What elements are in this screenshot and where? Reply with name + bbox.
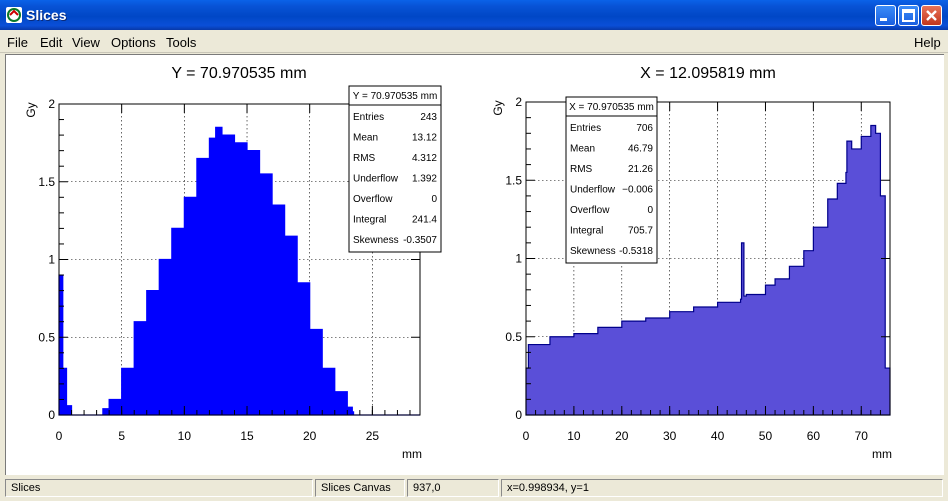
stats-label: Skewness (570, 246, 616, 257)
y-tick-label: 0.5 (505, 330, 522, 344)
stats-label: Skewness (353, 235, 399, 246)
stats-label: Mean (570, 144, 595, 155)
chart-title: Y = 70.970535 mm (171, 65, 306, 82)
x-axis-label: mm (402, 447, 422, 461)
stats-label: Overflow (570, 205, 610, 216)
stats-label: Underflow (353, 174, 399, 185)
stats-value: 1.392 (412, 174, 437, 185)
window-title: Slices (26, 7, 67, 23)
stats-label: Underflow (570, 185, 616, 196)
stats-value: 13.12 (412, 133, 437, 144)
stats-value: 0 (647, 205, 653, 216)
stats-value: 4.312 (412, 153, 437, 164)
menu-edit[interactable]: Edit (40, 35, 63, 50)
stats-header: X = 70.970535 mm (569, 102, 654, 113)
stats-label: Integral (570, 226, 603, 237)
y-tick-label: 2 (515, 95, 522, 109)
status-coordinates: x=0.998934, y=1 (501, 479, 943, 497)
stats-box-frame (565, 96, 658, 264)
x-tick-label: 25 (366, 429, 380, 443)
stats-box-frame (348, 85, 442, 253)
stats-value: -0.5318 (619, 246, 653, 257)
stats-value: 243 (420, 112, 437, 123)
stats-label: Entries (570, 123, 601, 134)
close-icon (926, 10, 937, 21)
stats-label: Overflow (353, 194, 393, 205)
stats-label: Integral (353, 215, 386, 226)
x-tick-label: 0 (56, 429, 63, 443)
maximize-button[interactable] (898, 5, 919, 26)
x-tick-label: 20 (303, 429, 317, 443)
stats-label: Entries (353, 112, 384, 123)
y-tick-label: 0 (48, 408, 55, 422)
stats-value: 0 (431, 194, 437, 205)
maximize-icon (902, 9, 915, 22)
stats-value: 21.26 (628, 164, 653, 175)
slices-canvas[interactable]: Y = 70.970535 mm 0 0.5 1 1.5 2 0 5 10 15 20 25 mm Gy Y… (5, 54, 944, 475)
stats-box: Y = 70.970535 mm Entries 243 Mean 13.12 RMS 4.… (348, 85, 442, 253)
close-button[interactable] (921, 5, 942, 26)
stats-value: 706 (636, 123, 653, 134)
x-tick-label: 60 (807, 429, 821, 443)
window-titlebar[interactable]: Slices (0, 0, 948, 30)
menu-tools[interactable]: Tools (166, 35, 197, 50)
x-tick-label: 10 (178, 429, 192, 443)
stats-value: -0.3507 (403, 235, 437, 246)
x-tick-label: 15 (240, 429, 254, 443)
menu-options[interactable]: Options (111, 35, 156, 50)
x-tick-label: 70 (855, 429, 869, 443)
stats-value: 241.4 (412, 215, 437, 226)
chart-title: X = 12.095819 mm (640, 65, 776, 82)
y-tick-label: 0.5 (38, 330, 55, 344)
stats-box: X = 70.970535 mm Entries 706 Mean 46.79 RMS 21… (565, 96, 658, 264)
stats-header: Y = 70.970535 mm (353, 91, 438, 102)
y-tick-label: 2 (48, 97, 55, 111)
histogram-area (525, 124, 891, 416)
x-tick-label: 40 (711, 429, 725, 443)
status-object: Slices (5, 479, 313, 497)
status-canvas-name: Slices Canvas (315, 479, 405, 497)
stats-value: 705.7 (628, 226, 653, 237)
y-tick-label: 0 (515, 408, 522, 422)
root-app-icon (6, 7, 22, 23)
x-tick-label: 20 (615, 429, 629, 443)
y-tick-label: 1 (48, 253, 55, 267)
stats-value: 46.79 (628, 144, 653, 155)
x-axis-label: mm (872, 447, 892, 461)
x-tick-label: 30 (663, 429, 677, 443)
y-axis-label: Gy (491, 100, 505, 115)
menu-file[interactable]: File (7, 35, 28, 50)
stats-label: RMS (353, 153, 376, 164)
stats-label: Mean (353, 133, 378, 144)
menu-bar: File Edit View Options Tools Help (0, 30, 948, 53)
menu-view[interactable]: View (72, 35, 100, 50)
minimize-icon (880, 18, 887, 21)
x-tick-label: 10 (567, 429, 581, 443)
stats-value: −0.006 (622, 185, 653, 196)
x-tick-label: 0 (523, 429, 530, 443)
x-tick-label: 50 (759, 429, 773, 443)
minimize-button[interactable] (875, 5, 896, 26)
x-tick-label: 5 (118, 429, 125, 443)
y-tick-label: 1 (515, 252, 522, 266)
status-pixel-position: 937,0 (407, 479, 499, 497)
menu-help[interactable]: Help (914, 35, 941, 50)
stats-label: RMS (570, 164, 593, 175)
status-bar: Slices Slices Canvas 937,0 x=0.998934, y… (0, 477, 948, 501)
y-tick-label: 1.5 (38, 175, 55, 189)
y-axis-label: Gy (24, 102, 38, 117)
y-tick-label: 1.5 (505, 173, 522, 187)
